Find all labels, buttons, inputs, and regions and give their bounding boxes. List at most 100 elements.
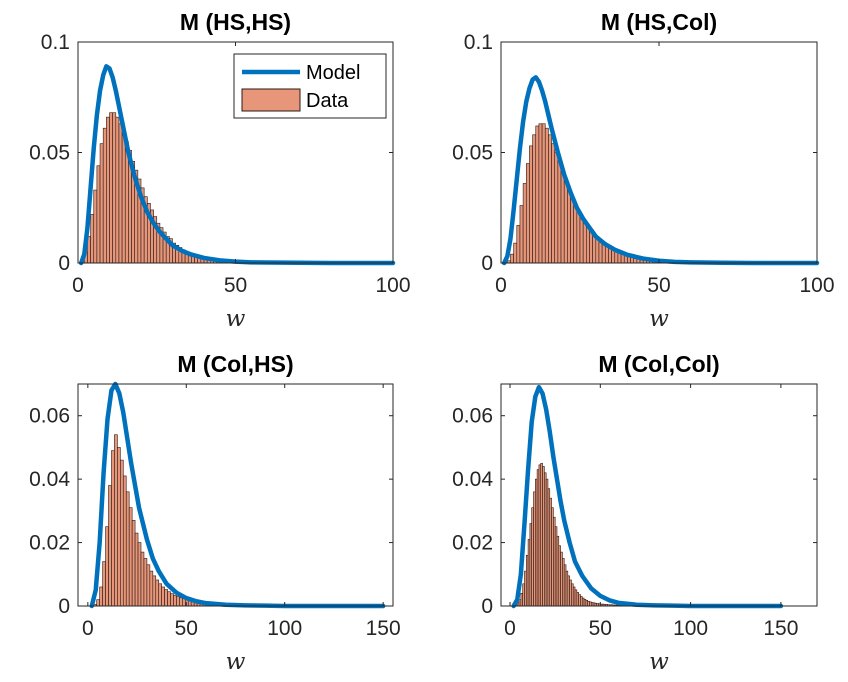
histogram-bar bbox=[158, 583, 162, 607]
histogram-bar bbox=[522, 183, 527, 264]
y-tick-label: 0.05 bbox=[29, 142, 70, 165]
model-line bbox=[78, 64, 396, 266]
histogram-bar bbox=[108, 485, 112, 607]
histogram-bar bbox=[538, 123, 543, 264]
histogram-bar bbox=[598, 240, 603, 264]
histogram-bar bbox=[586, 225, 590, 264]
histogram-bar bbox=[560, 169, 565, 264]
x-tick-label: 50 bbox=[589, 617, 612, 640]
histogram-bar bbox=[152, 575, 157, 607]
chart-panel-3: 0 50 100 150 0 0.02 0.04 0.06 M (Col,HS) w bbox=[29, 351, 401, 675]
histogram-bar bbox=[93, 189, 98, 264]
histogram-bar bbox=[155, 579, 160, 607]
y-tick-label: 0.1 bbox=[41, 31, 70, 54]
model-line bbox=[89, 381, 386, 609]
histogram-bar bbox=[115, 116, 120, 264]
histogram-bar bbox=[121, 132, 126, 264]
histogram-bar bbox=[117, 447, 121, 607]
histogram-bar bbox=[576, 209, 581, 264]
histogram-bar bbox=[557, 161, 562, 264]
histogram-bar bbox=[513, 242, 518, 264]
x-tick-label: 50 bbox=[175, 617, 198, 640]
histogram-bar bbox=[563, 178, 568, 264]
chart-title: M (Col,HS) bbox=[177, 351, 293, 377]
y-tick-label: 0.06 bbox=[29, 405, 70, 428]
chart-panel-1: 0 50 100 0 0.05 0.1 M (HS,HS) w Model Data bbox=[29, 9, 410, 332]
y-tick-label: 0.1 bbox=[464, 31, 493, 54]
x-axis-label: w bbox=[649, 306, 669, 332]
histogram-bar bbox=[582, 220, 587, 264]
x-axis-label: w bbox=[226, 306, 246, 332]
histogram-bar bbox=[96, 165, 101, 264]
histogram-bar bbox=[529, 145, 533, 264]
histogram-bar bbox=[109, 112, 113, 264]
chart-title: M (Col,Col) bbox=[598, 351, 719, 377]
histogram-bar bbox=[173, 594, 177, 607]
histogram-bar bbox=[140, 551, 145, 607]
histogram-bar bbox=[617, 252, 622, 264]
x-tick-label: 0 bbox=[495, 274, 507, 297]
histogram-bar bbox=[102, 127, 107, 264]
histogram-bar bbox=[146, 564, 151, 607]
y-tick-label: 0.02 bbox=[29, 532, 70, 555]
histogram-bar bbox=[170, 593, 174, 607]
x-tick-label: 100 bbox=[375, 274, 410, 297]
histogram-bar bbox=[548, 134, 552, 264]
histogram-bar bbox=[143, 558, 148, 607]
histogram-bar bbox=[176, 596, 180, 607]
histogram-bar bbox=[102, 561, 106, 607]
legend: Model Data bbox=[233, 53, 387, 119]
histogram-bar bbox=[541, 123, 546, 264]
histogram-bar bbox=[111, 450, 115, 607]
chart-panel-2: 0 50 100 0 0.05 0.1 M (HS,Col) w bbox=[452, 9, 834, 332]
y-tick-label: 0.04 bbox=[29, 468, 70, 491]
x-tick-label: 0 bbox=[82, 617, 94, 640]
axes-box bbox=[77, 383, 394, 607]
y-tick-label: 0.02 bbox=[452, 532, 493, 555]
y-tick-label: 0 bbox=[481, 252, 493, 275]
histogram-bar bbox=[579, 216, 584, 264]
x-tick-label: 100 bbox=[267, 617, 302, 640]
x-tick-label: 150 bbox=[366, 617, 401, 640]
y-tick-label: 0 bbox=[58, 252, 70, 275]
y-tick-label: 0 bbox=[481, 595, 493, 618]
x-tick-label: 150 bbox=[763, 617, 798, 640]
x-axis-label: w bbox=[649, 649, 669, 675]
histogram-bar bbox=[122, 475, 127, 607]
histogram-bar bbox=[125, 491, 130, 607]
y-tick-label: 0.05 bbox=[452, 142, 493, 165]
model-line bbox=[511, 384, 784, 609]
histogram-bar bbox=[164, 589, 168, 607]
histogram-bar bbox=[510, 253, 514, 264]
histogram-bar bbox=[595, 238, 600, 264]
chart-title: M (HS,HS) bbox=[180, 9, 291, 35]
histogram-bar bbox=[106, 116, 110, 264]
histogram-bar bbox=[128, 507, 133, 607]
y-tick-label: 0.06 bbox=[452, 405, 493, 428]
histogram-bar bbox=[134, 532, 139, 607]
histogram-bar bbox=[573, 203, 578, 264]
histogram-bar bbox=[532, 134, 537, 264]
legend-data-label: Data bbox=[306, 90, 349, 112]
histogram-bar bbox=[99, 586, 103, 607]
histogram-bar bbox=[516, 225, 521, 264]
y-tick-label: 0 bbox=[58, 595, 70, 618]
histogram-bar bbox=[544, 127, 549, 264]
histogram-bar bbox=[118, 123, 123, 264]
histogram-bar bbox=[167, 591, 171, 607]
x-tick-label: 100 bbox=[673, 617, 708, 640]
histogram-bar bbox=[90, 214, 95, 264]
histogram-bar bbox=[567, 187, 571, 264]
histogram-bar bbox=[105, 526, 109, 607]
histogram-bar bbox=[525, 163, 530, 264]
x-tick-label: 50 bbox=[647, 274, 670, 297]
x-tick-label: 100 bbox=[799, 274, 834, 297]
histogram-bar bbox=[161, 586, 165, 607]
histogram-bar bbox=[519, 205, 524, 264]
histogram-bar bbox=[137, 542, 142, 607]
histogram-bar bbox=[112, 112, 117, 264]
model-line bbox=[501, 75, 820, 266]
x-axis-label: w bbox=[226, 649, 246, 675]
x-tick-label: 50 bbox=[224, 274, 247, 297]
